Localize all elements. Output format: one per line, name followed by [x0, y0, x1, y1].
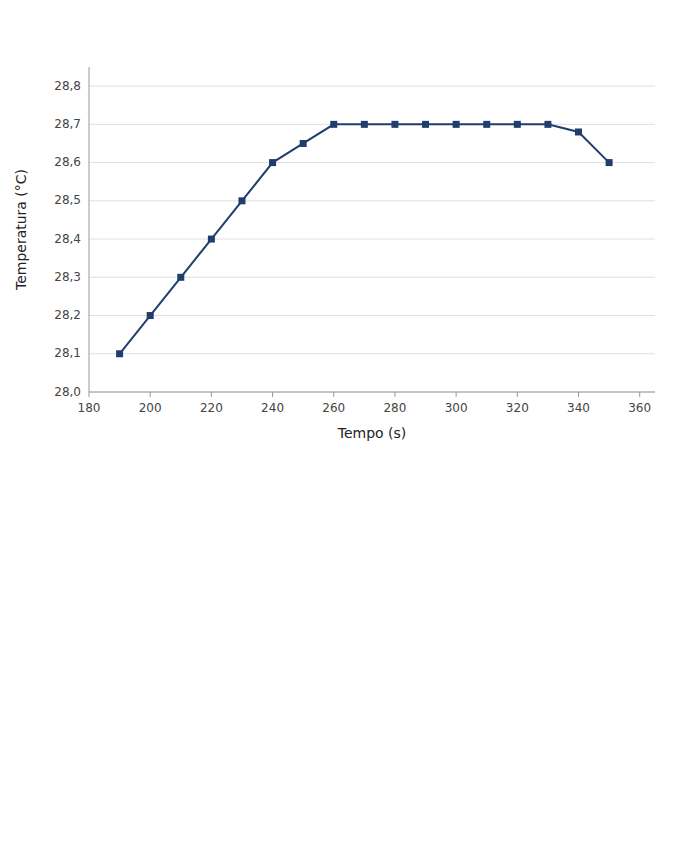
marker — [147, 312, 154, 319]
x-axis-line — [89, 392, 655, 393]
marker — [208, 236, 215, 243]
x-tick-label: 360 — [628, 401, 651, 415]
y-tick-label: 28,0 — [54, 385, 81, 399]
x-tick — [394, 392, 395, 397]
x-tick-label: 340 — [567, 401, 590, 415]
chart: 28,0 28,1 28,2 28,3 28,4 28,5 28,6 28,7 28,8 180 2… — [0, 0, 682, 844]
y-tick-label: 28,7 — [54, 117, 81, 131]
x-tick-label: 320 — [506, 401, 529, 415]
marker — [575, 129, 582, 136]
y-tick-label: 28,3 — [54, 270, 81, 284]
marker — [422, 121, 429, 128]
x-tick-label: 180 — [78, 401, 101, 415]
x-tick-label: 300 — [445, 401, 468, 415]
marker — [391, 121, 398, 128]
marker — [269, 159, 276, 166]
marker — [300, 140, 307, 147]
x-tick-label: 220 — [200, 401, 223, 415]
x-tick-label: 200 — [139, 401, 162, 415]
x-tick — [211, 392, 212, 397]
marker — [606, 159, 613, 166]
marker — [330, 121, 337, 128]
x-tick — [272, 392, 273, 397]
y-axis-line — [89, 67, 90, 392]
x-tick — [639, 392, 640, 397]
grid-line — [89, 277, 655, 278]
marker — [238, 197, 245, 204]
grid-line — [89, 392, 655, 393]
marker — [116, 350, 123, 357]
y-tick-label: 28,8 — [54, 79, 81, 93]
axes: 28,0 28,1 28,2 28,3 28,4 28,5 28,6 28,7 28,8 180 2… — [54, 67, 655, 415]
marker — [544, 121, 551, 128]
x-tick — [456, 392, 457, 397]
grid-line — [89, 86, 655, 87]
y-tick-label: 28,1 — [54, 346, 81, 360]
marker — [177, 274, 184, 281]
x-tick-label: 280 — [383, 401, 406, 415]
y-tick-label: 28,2 — [54, 308, 81, 322]
x-tick — [517, 392, 518, 397]
x-tick-label: 240 — [261, 401, 284, 415]
grid-line — [89, 353, 655, 354]
grid-line — [89, 239, 655, 240]
grid-line — [89, 200, 655, 201]
x-tick — [89, 392, 90, 397]
grid-line — [89, 162, 655, 163]
marker — [483, 121, 490, 128]
y-tick-label: 28,4 — [54, 232, 81, 246]
x-tick — [578, 392, 579, 397]
marker — [453, 121, 460, 128]
plot-area — [116, 121, 613, 357]
marker — [361, 121, 368, 128]
marker — [514, 121, 521, 128]
x-tick — [333, 392, 334, 397]
y-tick-label: 28,5 — [54, 193, 81, 207]
x-axis-label: Tempo (s) — [337, 425, 407, 441]
x-tick-label: 260 — [322, 401, 345, 415]
grid — [89, 86, 655, 392]
line — [120, 124, 610, 353]
x-tick — [150, 392, 151, 397]
y-tick-label: 28,6 — [54, 155, 81, 169]
y-axis-label: Temperatura (°C) — [13, 169, 29, 291]
grid-line — [89, 315, 655, 316]
